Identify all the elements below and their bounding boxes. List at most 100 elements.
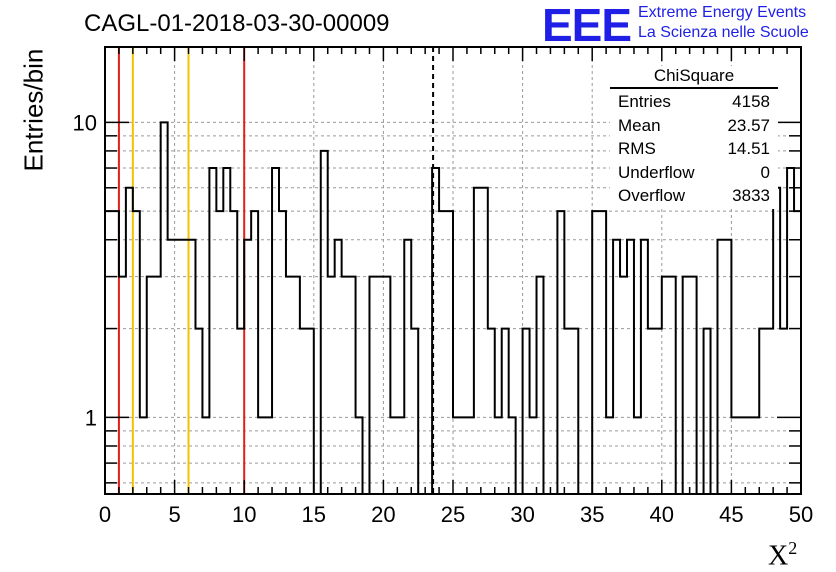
histogram-bin	[724, 240, 731, 494]
stats-label: Mean	[618, 115, 661, 135]
histogram-bin	[453, 417, 460, 494]
x-tick-label: 10	[232, 502, 256, 527]
histogram-bin	[648, 329, 655, 494]
histogram-bin	[119, 277, 126, 494]
stats-value: 3833	[732, 186, 770, 205]
histogram-bin	[460, 417, 467, 494]
histogram-bin	[161, 122, 168, 494]
stats-title: ChiSquare	[610, 66, 778, 89]
histogram-bin	[773, 188, 780, 494]
x-tick-label: 25	[441, 502, 465, 527]
histogram-bin	[272, 168, 279, 494]
histogram-bin	[627, 240, 634, 494]
eee-logo: EEE	[542, 0, 632, 51]
histogram-bin	[168, 240, 175, 494]
histogram-bin	[766, 329, 773, 494]
histogram-bin	[244, 240, 251, 494]
histogram-bin	[537, 277, 544, 494]
y-tick-label: 10	[73, 110, 97, 135]
histogram-bin	[105, 211, 112, 494]
histogram-bin	[599, 211, 606, 494]
histogram-bin	[342, 277, 349, 494]
histogram-bin	[439, 211, 446, 494]
histogram-bin	[717, 240, 724, 494]
histogram-bin	[467, 417, 474, 494]
histogram-bin	[662, 277, 669, 494]
x-tick-label: 40	[650, 502, 674, 527]
logo-line-2: La Scienza nelle Scuole	[638, 24, 809, 41]
histogram-bin	[530, 417, 537, 494]
histogram-bin	[641, 240, 648, 494]
histogram-bin	[411, 329, 418, 494]
histogram-bin	[606, 417, 613, 494]
histogram-bin	[195, 329, 202, 494]
histogram-bin	[780, 329, 787, 494]
histogram-bin	[251, 211, 258, 494]
x-tick-label: 0	[99, 502, 111, 527]
histogram-bin	[794, 211, 801, 494]
histogram-bin	[356, 417, 363, 494]
histogram-bin	[592, 211, 599, 494]
histogram-bin	[286, 277, 293, 494]
histogram-bin	[509, 417, 516, 494]
histogram-bin	[230, 211, 237, 494]
histogram-bin	[376, 277, 383, 494]
histogram-bin	[307, 329, 314, 494]
histogram-bin	[328, 277, 335, 494]
histogram-bin	[133, 211, 140, 494]
histogram-bin	[759, 329, 766, 494]
x-tick-label: 35	[580, 502, 604, 527]
stats-value: 23.57	[727, 115, 770, 135]
histogram-bin	[432, 168, 439, 494]
histogram-bin	[495, 417, 502, 494]
histogram-bin	[202, 417, 209, 494]
stats-row-mean: Mean 23.57	[610, 115, 778, 139]
histogram-bin	[112, 211, 119, 494]
x-axis-label: X2	[768, 538, 798, 572]
histogram-bin	[620, 277, 627, 494]
histogram-bin	[474, 188, 481, 494]
histogram-bin	[752, 417, 759, 494]
x-tick-label: 50	[789, 502, 813, 527]
histogram-bin	[258, 417, 265, 494]
histogram-bin	[397, 417, 404, 494]
stats-label: Overflow	[618, 186, 686, 205]
histogram-bin	[738, 417, 745, 494]
stats-rows: Entries 4158 Mean 23.57 RMS 14.51 Underflow 0 Ov…	[610, 91, 778, 209]
histogram-bin	[147, 277, 154, 494]
histogram-bin	[613, 240, 620, 494]
x-tick-label: 45	[719, 502, 743, 527]
histogram-bin	[390, 417, 397, 494]
histogram-bin	[571, 329, 578, 494]
histogram-bin	[293, 277, 300, 494]
histogram-bin	[481, 188, 488, 494]
x-tick-label: 20	[371, 502, 395, 527]
histogram-bin	[335, 240, 342, 494]
histogram-bin	[557, 211, 564, 494]
histogram-bin	[182, 240, 189, 494]
histogram-bin	[321, 151, 328, 494]
histogram-bin	[349, 277, 356, 494]
histogram-bin	[634, 417, 641, 494]
histogram-bin	[140, 417, 147, 494]
stats-value: 4158	[732, 92, 770, 111]
stats-value: 0	[760, 162, 770, 182]
histogram-bin	[446, 211, 453, 494]
chart-title: CAGL-01-2018-03-30-00009	[84, 10, 390, 37]
stats-value: 14.51	[727, 139, 770, 158]
histogram-bin	[369, 277, 376, 494]
histogram-bin	[731, 417, 738, 494]
histogram-bin	[704, 329, 711, 494]
histogram-bin	[279, 211, 286, 494]
histogram-bin	[300, 329, 307, 494]
stats-box: ChiSquare Entries 4158 Mean 23.57 RMS 14.51 Un…	[610, 66, 778, 209]
y-tick-label: 1	[85, 405, 97, 430]
x-tick-label: 30	[510, 502, 534, 527]
histogram-bin	[745, 417, 752, 494]
histogram-bin	[223, 168, 230, 494]
stats-label: Underflow	[618, 162, 695, 182]
histogram-bin	[488, 329, 495, 494]
histogram-bin	[669, 277, 676, 494]
